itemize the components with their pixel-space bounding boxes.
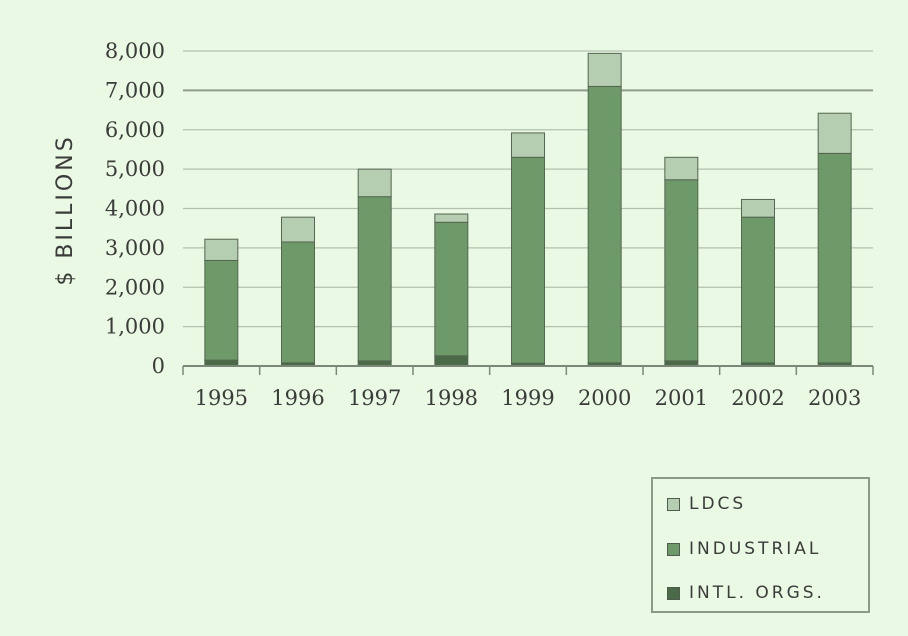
x-axis-tick-labels: 1995 1996 1997 1998 1999 2000 2001 2002 2003	[182, 366, 874, 410]
x-tick-label: 2003	[808, 386, 861, 410]
bar-industrial-2002	[741, 216, 775, 364]
bar-ldcs-1996	[281, 216, 315, 243]
y-tick-label: 5,000	[105, 157, 165, 181]
bar-industrial-2001	[664, 179, 699, 362]
y-tick-label: 3,000	[105, 236, 165, 260]
y-tick-label: 6,000	[105, 118, 165, 142]
x-tick-label: 1996	[271, 386, 324, 410]
legend-item-ldcs: LDCS	[667, 493, 746, 515]
y-axis-title: $ BILLIONS	[53, 134, 78, 285]
bar-industrial-2003	[817, 152, 852, 364]
bar-industrial-1998	[434, 221, 469, 357]
bar-ldcs-1997	[357, 168, 392, 198]
bar-ldcs-1999	[511, 132, 545, 158]
y-tick-label: 8,000	[105, 39, 165, 63]
y-tick-label: 7,000	[105, 78, 165, 102]
bar-ldcs-1998	[434, 213, 469, 223]
x-tick-label: 2001	[655, 386, 708, 410]
bar-industrial-1999	[511, 156, 545, 364]
y-tick-label: 1,000	[105, 315, 165, 339]
y-axis-tick-labels: 0 1,000 2,000 3,000 4,000 5,000 6,000 7,000 8,00…	[105, 39, 165, 378]
bar-industrial-1996	[281, 241, 315, 364]
bars	[204, 52, 852, 367]
y-tick-label: 0	[152, 354, 165, 378]
bar-ldcs-2003	[817, 112, 852, 154]
bar-ldcs-1995	[204, 238, 239, 261]
x-tick-label: 1995	[195, 386, 248, 410]
legend-swatch-intl-orgs	[667, 586, 680, 600]
bar-ldcs-2002	[741, 198, 775, 218]
bar-ldcs-2001	[664, 156, 699, 181]
x-tick-label: 1999	[501, 386, 554, 410]
bar-ldcs-2000	[587, 52, 622, 87]
legend-item-intl-orgs: INTL. ORGS.	[667, 582, 825, 604]
x-tick-label: 1998	[425, 386, 478, 410]
x-tick-label: 2002	[731, 386, 784, 410]
legend-item-industrial: INDUSTRIAL	[667, 538, 821, 560]
legend-label-industrial: INDUSTRIAL	[689, 539, 822, 559]
x-tick-label: 2000	[578, 386, 631, 410]
bar-industrial-1997	[357, 196, 392, 362]
bar-industrial-1995	[204, 259, 239, 361]
legend-swatch-ldcs	[667, 497, 680, 511]
legend-label-ldcs: LDCS	[689, 494, 747, 514]
bar-intl-orgs-1998	[434, 355, 469, 367]
x-tick-label: 1997	[348, 386, 401, 410]
y-tick-label: 4,000	[105, 197, 165, 221]
bar-industrial-2000	[587, 85, 622, 364]
legend-label-intl-orgs: INTL. ORGS.	[689, 583, 825, 603]
legend-swatch-industrial	[667, 542, 680, 556]
y-tick-label: 2,000	[105, 275, 165, 299]
legend: LDCS INDUSTRIAL INTL. ORGS.	[651, 477, 870, 613]
